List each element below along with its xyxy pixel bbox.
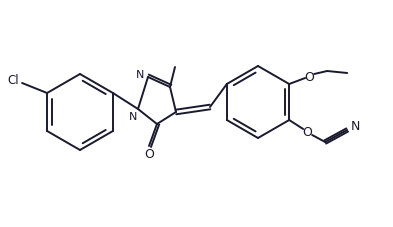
Text: N: N [129,111,137,121]
Text: O: O [144,148,154,161]
Text: O: O [302,126,312,139]
Text: N: N [136,70,144,80]
Text: O: O [304,70,314,83]
Text: Cl: Cl [7,73,19,86]
Text: N: N [351,120,360,133]
